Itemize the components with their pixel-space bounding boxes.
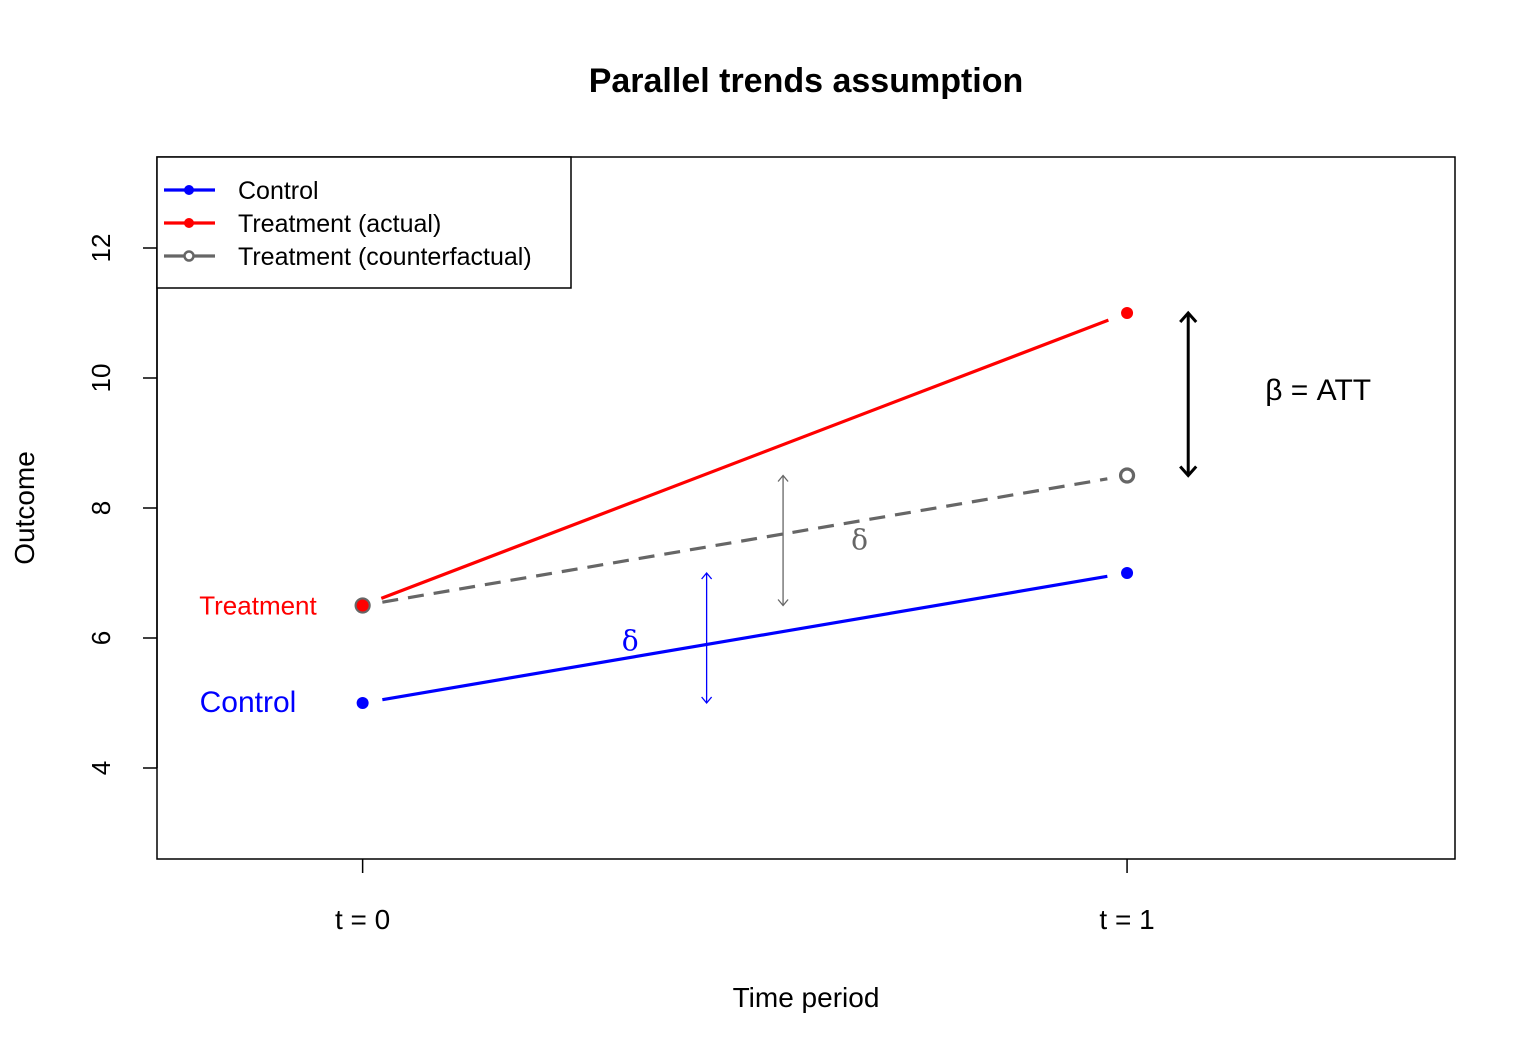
x-tick-label: t = 1	[1099, 904, 1154, 935]
legend: Control Treatment (actual) Treatment (coun…	[156, 156, 572, 289]
annotation: Treatment	[199, 591, 317, 621]
data-point	[356, 599, 369, 612]
arrowhead-att	[1179, 310, 1198, 323]
legend-label: Control	[238, 177, 319, 205]
annotation: Control	[200, 686, 297, 719]
arrowhead-control-delta	[701, 696, 713, 705]
y-axis-label: Outcome	[9, 451, 40, 565]
data-point	[356, 697, 369, 709]
annotation: δ	[851, 524, 868, 557]
series-line-control	[382, 574, 1108, 702]
x-tick-label: t = 0	[335, 904, 390, 935]
y-tick-label: 10	[86, 364, 116, 393]
data-point	[1118, 467, 1136, 484]
x-axis-label: Time period	[733, 982, 880, 1013]
series-line-treatment-actual-	[380, 318, 1109, 600]
y-tick-label: 4	[86, 761, 116, 775]
legend-box	[156, 156, 572, 289]
annotation: β = ATT	[1265, 374, 1371, 407]
arrowhead-control-delta	[701, 571, 713, 580]
legend-label: Treatment (counterfactual)	[238, 243, 532, 271]
y-tick-label: 12	[86, 234, 116, 263]
arrowhead-counterfactual-delta	[777, 474, 789, 482]
data-point	[1121, 307, 1134, 319]
y-tick-label: 8	[86, 501, 116, 515]
arrowhead-counterfactual-delta	[777, 599, 789, 607]
legend-label: Treatment (actual)	[238, 210, 441, 238]
chart-title: Parallel trends assumption	[589, 62, 1024, 100]
y-tick-label: 6	[86, 631, 116, 645]
annotation: δ	[622, 624, 639, 657]
series-line-treatment-counterfactual-	[382, 477, 1108, 604]
arrowhead-att	[1179, 465, 1198, 478]
legend-marker	[184, 185, 194, 195]
legend-marker	[184, 218, 194, 228]
data-point	[1121, 567, 1134, 579]
legend-marker	[183, 250, 195, 262]
